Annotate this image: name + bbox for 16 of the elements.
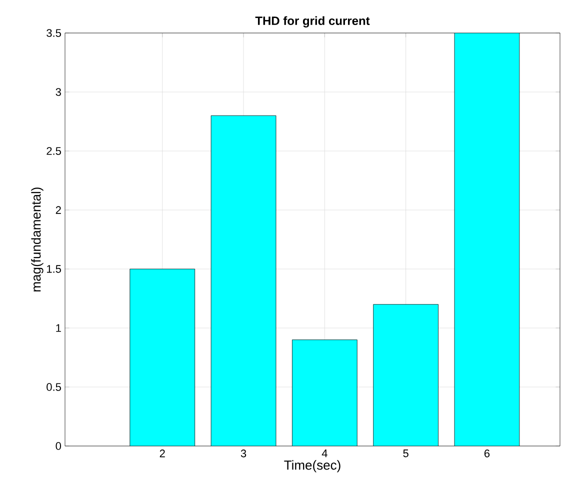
y-tick-label: 0.5 xyxy=(46,383,61,391)
y-tick-label: 1.5 xyxy=(47,265,61,273)
y-tick-label: 0 xyxy=(56,442,62,450)
x-tick-label: 5 xyxy=(403,450,408,458)
y-tick-label: 1 xyxy=(56,324,61,332)
y-tick-label: 2 xyxy=(56,206,61,214)
y-tick-label: 2.5 xyxy=(46,147,61,155)
y-tick-label: 3 xyxy=(56,88,61,96)
chart-title: THD for grid current xyxy=(255,16,370,28)
x-tick-label: 3 xyxy=(240,450,246,458)
x-tick-label: 4 xyxy=(322,450,328,458)
x-tick-label: 6 xyxy=(484,450,490,458)
x-tick-label: 2 xyxy=(160,450,165,458)
y-axis-title: mag(fundamental) xyxy=(31,188,44,292)
y-tick-label: 3.5 xyxy=(46,29,61,37)
x-axis-title: Time(sec) xyxy=(284,460,340,472)
